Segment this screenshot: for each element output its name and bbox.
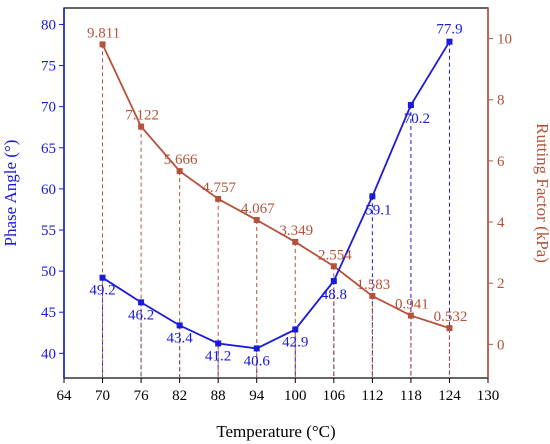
phase-angle-point — [369, 193, 376, 200]
rutting-factor-point — [292, 238, 299, 245]
left-y-axis-tick-label: 60 — [41, 182, 56, 198]
phase-angle-line — [102, 41, 451, 350]
phase-angle-point — [176, 322, 183, 329]
rutting-factor-point — [407, 312, 414, 319]
phase-angle-data-label: 70.2 — [404, 111, 430, 127]
x-axis-tick-label: 106 — [323, 388, 346, 404]
rutting-factor-data-label: 0.532 — [434, 309, 468, 325]
rutting-factor-point — [330, 263, 337, 270]
phase-angle-data-label: 42.9 — [282, 334, 308, 350]
x-axis-tick-label: 124 — [438, 388, 461, 404]
phase-angle-point — [292, 326, 299, 333]
right-y-axis-tick-label: 2 — [497, 276, 505, 292]
x-axis-tick-label: 76 — [134, 388, 150, 404]
phase-angle-data-label: 40.6 — [244, 353, 271, 369]
rutting-factor-point — [176, 168, 183, 175]
phase-angle-point — [407, 102, 414, 109]
right-y-axis-tick-label: 8 — [497, 93, 505, 109]
rutting-factor-data-label: 4.067 — [241, 201, 275, 217]
left-y-axis-tick-label: 80 — [41, 17, 56, 33]
rutting-factor-data-label: 4.757 — [202, 180, 236, 196]
phase-angle-data-label: 59.1 — [365, 202, 391, 218]
x-axis-title: Temperature (°C) — [216, 422, 335, 441]
x-axis-tick-label: 94 — [249, 388, 265, 404]
rutting-factor-data-label: 2.554 — [318, 247, 352, 263]
x-axis-tick-label: 100 — [284, 388, 307, 404]
rutting-factor-data-label: 3.349 — [279, 223, 313, 239]
x-axis-tick-label: 70 — [95, 388, 110, 404]
rutting-factor-data-label: 9.811 — [87, 25, 120, 41]
phase-angle-point — [330, 277, 337, 284]
rutting-factor-data-label: 5.666 — [164, 152, 198, 168]
x-axis-tick-label: 82 — [172, 388, 187, 404]
x-axis-tick-label: 118 — [400, 388, 422, 404]
rutting-factor-point — [215, 195, 222, 202]
x-axis-tick-label: 88 — [211, 388, 226, 404]
phase-angle-data-label: 48.8 — [321, 287, 347, 303]
left-y-axis-tick-label: 40 — [41, 346, 56, 362]
left-y-axis-tick-label: 70 — [41, 100, 56, 116]
x-axis-tick-label: 130 — [477, 388, 500, 404]
rutting-factor-point — [253, 217, 260, 224]
left-y-axis-tick-label: 45 — [41, 305, 56, 321]
rutting-factor-point — [138, 123, 145, 130]
rutting-factor-data-label: 7.122 — [125, 108, 159, 124]
phase-angle-data-label: 77.9 — [436, 22, 462, 38]
right-y-axis-tick-label: 0 — [497, 337, 505, 353]
right-y-axis-tick-label: 4 — [497, 215, 505, 231]
left-y-axis-tick-label: 75 — [41, 59, 56, 75]
rutting-factor-point — [99, 41, 106, 48]
left-y-axis-tick-label: 50 — [41, 264, 56, 280]
rutting-factor-line — [101, 43, 450, 329]
right-y-axis-title: Rutting Factor (kPa) — [533, 123, 550, 263]
x-axis-tick-label: 64 — [57, 388, 73, 404]
phase-angle-data-label: 43.4 — [167, 330, 194, 346]
left-y-axis-title: Phase Angle (°) — [1, 140, 20, 247]
phase-angle-data-label: 49.2 — [89, 283, 115, 299]
left-y-axis-tick-label: 65 — [41, 141, 56, 157]
phase-angle-point — [215, 340, 222, 347]
phase-angle-data-label: 46.2 — [128, 307, 154, 323]
rutting-factor-point — [369, 292, 376, 299]
phase-angle-point — [138, 299, 145, 306]
phase-angle-point — [253, 345, 260, 352]
phase-angle-data-label: 41.2 — [205, 348, 231, 364]
left-y-axis-tick-label: 55 — [41, 223, 56, 239]
phase-angle-point — [446, 38, 453, 45]
rutting-factor-data-label: 0.941 — [395, 297, 429, 313]
right-y-axis-tick-label: 10 — [497, 32, 512, 48]
rutting-factor-data-label: 1.583 — [356, 277, 390, 293]
rutting-factor-point — [446, 325, 453, 332]
x-axis-tick-label: 112 — [361, 388, 383, 404]
phase-angle-point — [99, 274, 106, 281]
right-y-axis-tick-label: 6 — [497, 154, 505, 170]
